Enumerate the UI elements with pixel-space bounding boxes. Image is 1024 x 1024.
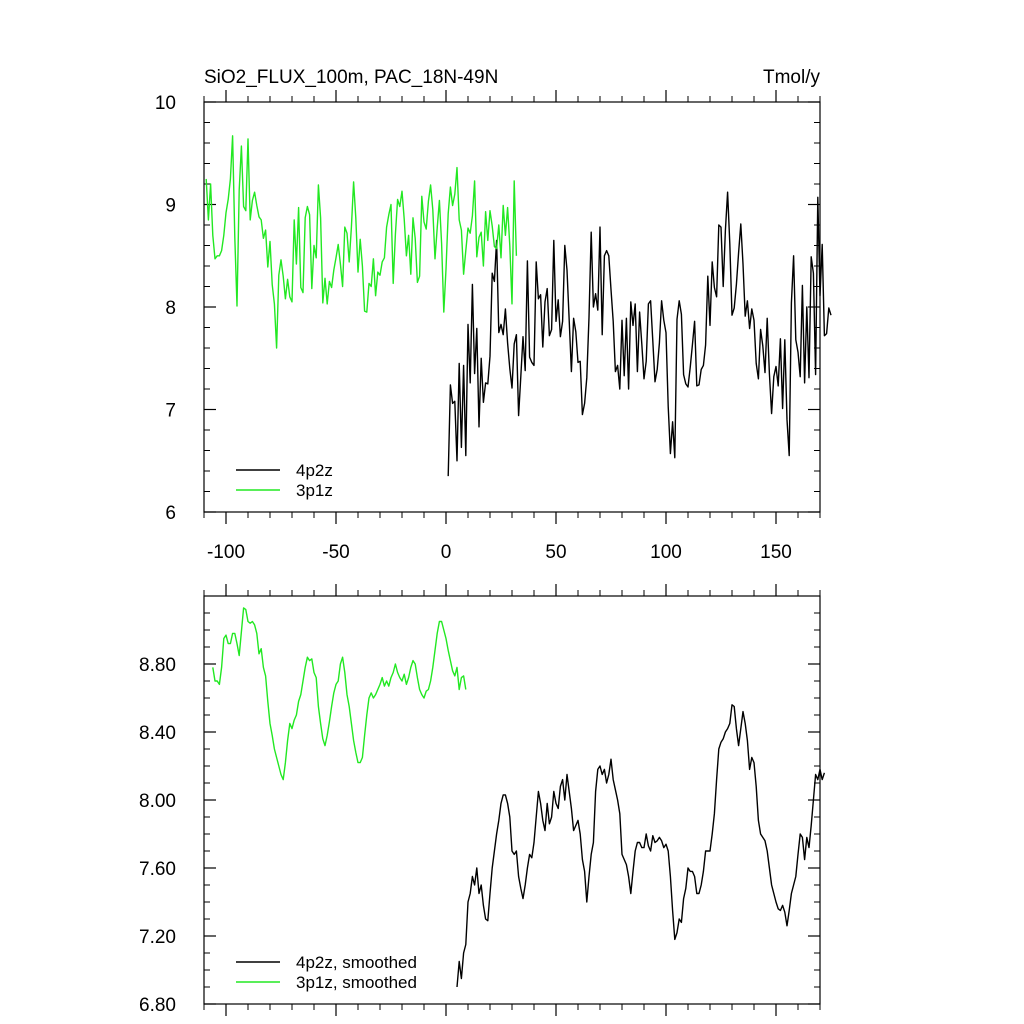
legend-label-0: 4p2z (296, 461, 333, 480)
y-tick-label: 8 (165, 298, 176, 319)
chart-units: Tmol/y (763, 67, 821, 88)
y-tick-label: 8.00 (139, 791, 176, 812)
legend-label-1: 3p1z, smoothed (296, 973, 417, 992)
y-tick-label: 7 (165, 401, 176, 422)
y-tick-label: 7.20 (139, 927, 176, 948)
x-tick-label: 100 (650, 542, 682, 563)
y-tick-label: 6.80 (139, 995, 176, 1016)
series-line-0 (456, 704, 826, 988)
x-tick-label: -50 (322, 542, 349, 563)
legend-label-0: 4p2z, smoothed (296, 953, 417, 972)
x-tick-label: 150 (760, 542, 792, 563)
y-tick-label: 9 (165, 196, 176, 217)
bottom-panel: 6.80 7.20 7.60 8.00 8.40 8.80 4p2z, smoothed3p… (139, 584, 826, 1016)
legend-label-1: 3p1z (296, 481, 333, 500)
series-line-1 (205, 135, 518, 349)
y-tick-label: 8.40 (139, 723, 176, 744)
plot-frame (203, 101, 821, 513)
series-line-0 (447, 191, 832, 477)
x-tick-label: 0 (441, 542, 452, 563)
y-tick-label: 7.60 (139, 859, 176, 880)
y-tick-label: 6 (165, 503, 176, 524)
y-tick-label: 8.80 (139, 655, 176, 676)
plot-frame (203, 595, 821, 1005)
chart-title: SiO2_FLUX_100m, PAC_18N-49N (204, 67, 498, 88)
x-tick-label: -100 (207, 542, 245, 563)
y-tick-label: 10 (155, 93, 176, 114)
series-line-1 (212, 607, 467, 781)
x-tick-label: 50 (545, 542, 566, 563)
